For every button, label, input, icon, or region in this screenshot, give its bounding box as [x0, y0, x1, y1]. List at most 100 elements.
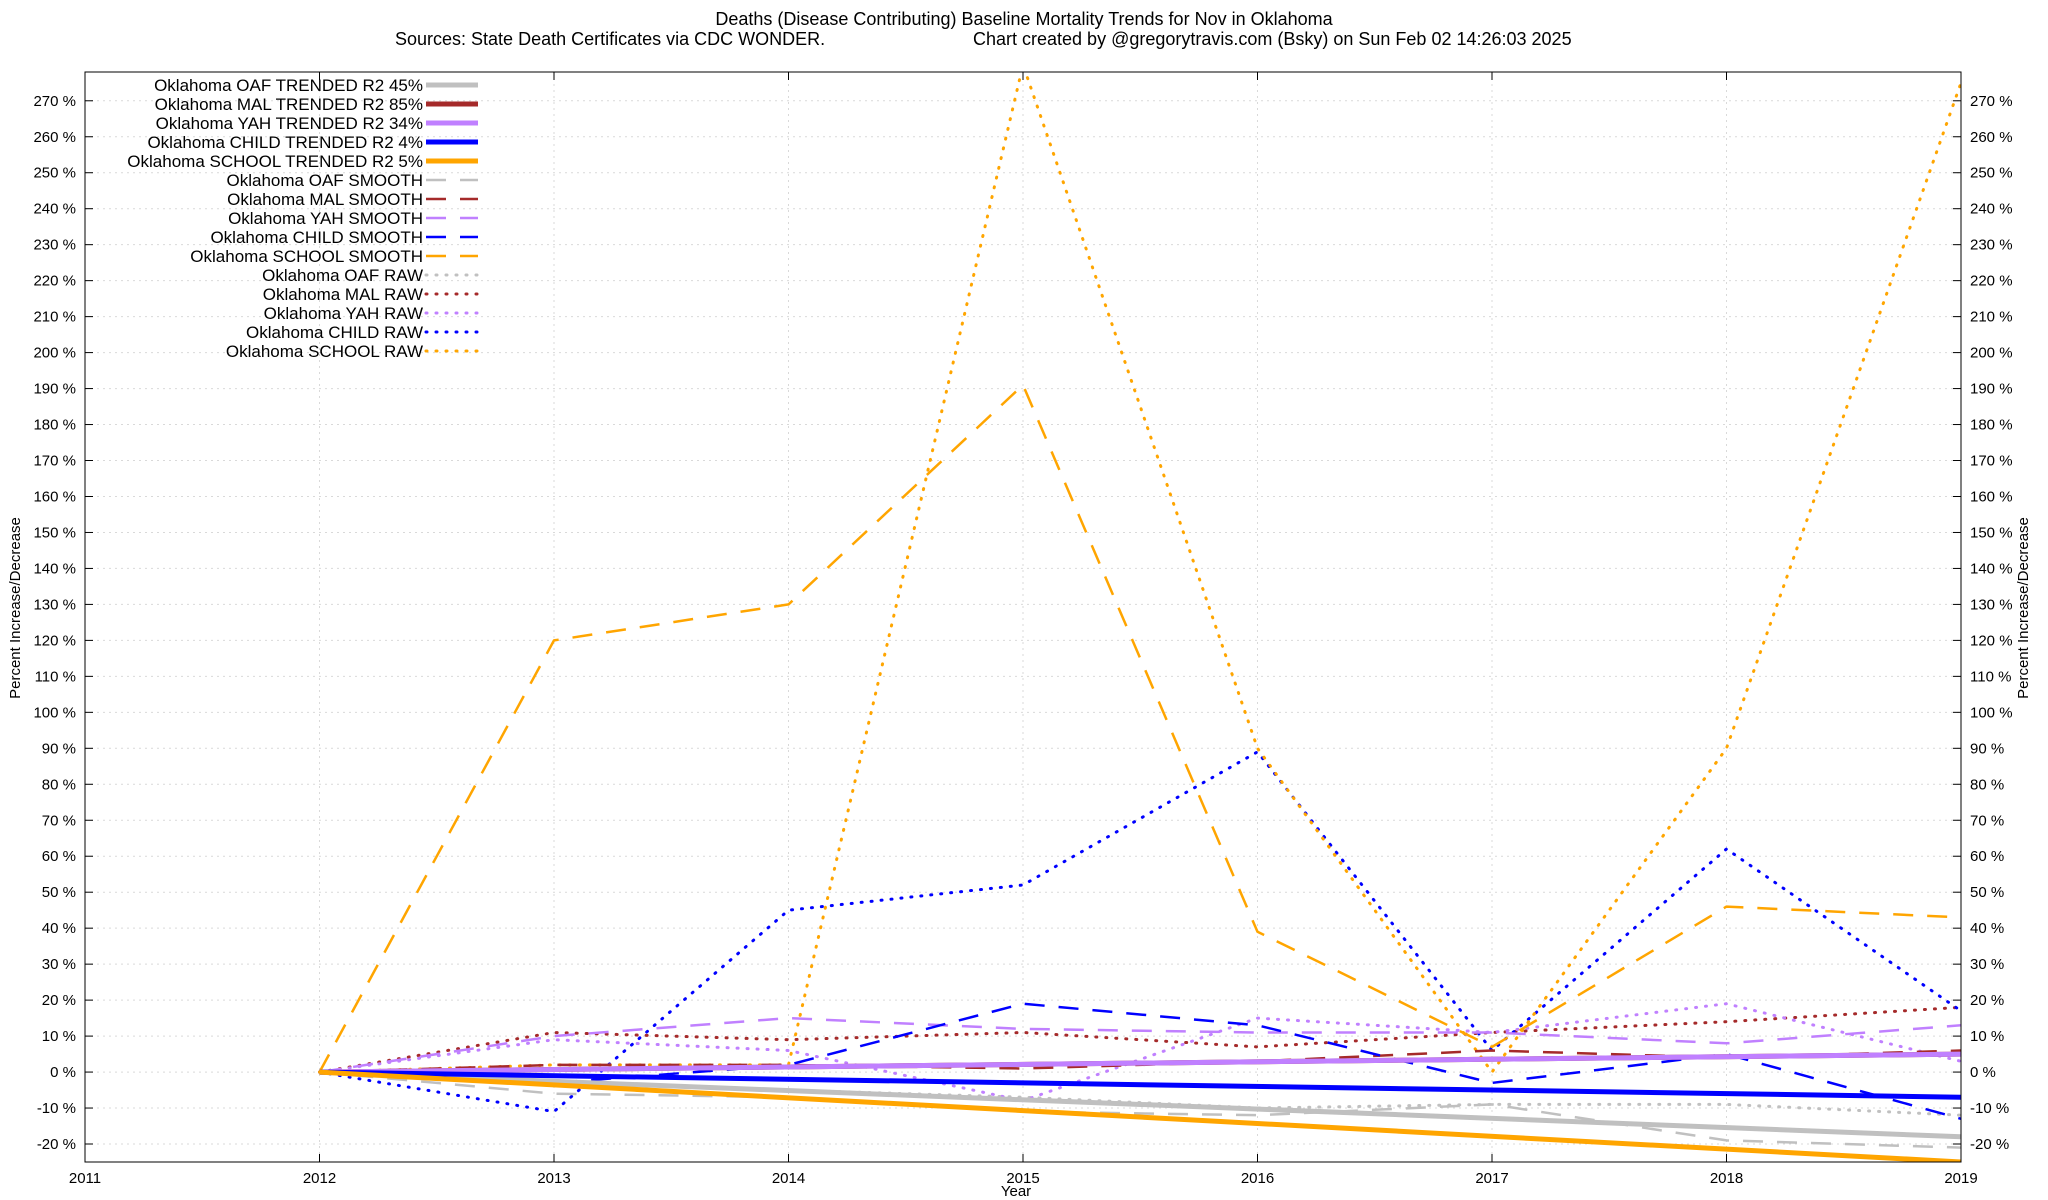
legend: Oklahoma OAF TRENDED R2 45% Oklahoma MAL … [127, 76, 480, 361]
y-tick-label: 90 % [42, 740, 76, 757]
series-yah-smooth-line [319, 1016, 1961, 1074]
y-tick-label-right: 220 % [1970, 273, 2013, 290]
y-tick-label-right: 210 % [1970, 309, 2013, 326]
x-tick-label: 2015 [1006, 1170, 1039, 1187]
legend-label: Oklahoma CHILD TRENDED R2 4% [147, 133, 423, 152]
y-tick-label: 40 % [42, 920, 76, 937]
x-axis-label: Year [1001, 1183, 1031, 1200]
legend-label: Oklahoma MAL SMOOTH [227, 190, 423, 209]
y-axis-label-right: Percent Increase/Decrease [2015, 517, 2032, 699]
y-tick-label-right: 30 % [1970, 956, 2004, 973]
y-tick-label-right: 130 % [1970, 596, 2013, 613]
y-tick-label-right: 270 % [1970, 93, 2013, 110]
x-tick-label: 2012 [303, 1170, 336, 1187]
y-tick-label-right: 110 % [1970, 668, 2011, 685]
legend-label: Oklahoma YAH RAW [264, 304, 423, 323]
x-tick-label: 2017 [1475, 1170, 1508, 1187]
x-tick-label: 2013 [537, 1170, 570, 1187]
y-axis-label-left: Percent Increase/Decrease [7, 517, 24, 699]
chart-subtitle-source: Sources: State Death Certificates via CD… [395, 29, 825, 49]
y-tick-label-right: 230 % [1970, 237, 2013, 254]
y-tick-label-right: 70 % [1970, 812, 2004, 829]
y-tick-label: -20 % [37, 1136, 76, 1153]
y-tick-label: 270 % [33, 93, 76, 110]
y-tick-label: 190 % [33, 381, 76, 398]
y-tick-label: 250 % [33, 165, 76, 182]
y-tick-label-right: 250 % [1970, 165, 2013, 182]
y-tick-label-right: 260 % [1970, 129, 2013, 146]
legend-label: Oklahoma SCHOOL SMOOTH [190, 247, 423, 266]
y-tick-label-right: 240 % [1970, 201, 2013, 218]
chart-title: Deaths (Disease Contributing) Baseline M… [715, 9, 1333, 29]
y-tick-label: 200 % [33, 345, 76, 362]
x-tick-label: 2011 [69, 1170, 101, 1187]
series-school-raw-line [318, 72, 1961, 1074]
series-child-smooth-line [319, 1002, 1961, 1121]
y-tick-label-right: 40 % [1970, 920, 2004, 937]
grid [84, 72, 1962, 1162]
chart-subtitle-credit: Chart created by @gregorytravis.com (Bsk… [973, 29, 1572, 49]
y-tick-label-right: 140 % [1970, 560, 2013, 577]
y-tick-label: 240 % [33, 201, 76, 218]
y-tick-label-right: 190 % [1970, 381, 2013, 398]
legend-label: Oklahoma CHILD RAW [246, 323, 423, 342]
series-oaf-smooth-line [319, 1070, 1961, 1149]
y-tick-label-right: 10 % [1970, 1028, 2004, 1045]
y-tick-label-right: 80 % [1970, 776, 2004, 793]
y-tick-label-right: 0 % [1970, 1064, 1996, 1081]
x-tick-label: 2018 [1710, 1170, 1743, 1187]
y-tick-label: 180 % [33, 417, 76, 434]
plot-series [318, 72, 1961, 1162]
y-tick-label-right: 60 % [1970, 848, 2004, 865]
y-tick-label: 130 % [33, 596, 76, 613]
y-tick-label-right: -20 % [1970, 1136, 2009, 1153]
y-tick-label: 80 % [42, 776, 76, 793]
series-child-trended-line [319, 1069, 1961, 1100]
legend-label: Oklahoma YAH TRENDED R2 34% [156, 114, 423, 133]
x-tick-label: 2016 [1241, 1170, 1274, 1187]
series-group [318, 72, 1961, 1162]
y-tick-label: 120 % [33, 632, 76, 649]
legend-label: Oklahoma SCHOOL TRENDED R2 5% [127, 152, 423, 171]
x-tick-label: 2014 [772, 1170, 805, 1187]
y-tick-label-right: 180 % [1970, 417, 2013, 434]
legend-label: Oklahoma CHILD SMOOTH [210, 228, 423, 247]
legend-label: Oklahoma OAF TRENDED R2 45% [154, 76, 423, 95]
axis-ticks: -20 % -20 % -10 % -10 % 0 % 0 % 10 % 10 % 20 % 20… [33, 72, 2013, 1187]
series-school-trended-line [319, 1069, 1961, 1162]
y-tick-label: 20 % [42, 992, 76, 1009]
y-tick-label-right: 100 % [1970, 704, 2013, 721]
series-yah-raw-line [318, 1002, 1961, 1103]
y-tick-label: 220 % [33, 273, 76, 290]
y-tick-label-right: 200 % [1970, 345, 2013, 362]
legend-label: Oklahoma SCHOOL RAW [226, 342, 423, 361]
series-oaf-trended-line [319, 1069, 1961, 1140]
y-tick-label: 210 % [33, 309, 76, 326]
y-tick-label: -10 % [37, 1100, 76, 1117]
y-tick-label: 10 % [42, 1028, 76, 1045]
y-tick-label-right: 160 % [1970, 488, 2013, 505]
y-tick-label: 160 % [33, 488, 76, 505]
y-tick-label-right: 120 % [1970, 632, 2013, 649]
y-tick-label: 100 % [33, 704, 76, 721]
y-tick-label: 230 % [33, 237, 76, 254]
x-tick-label: 2019 [1944, 1170, 1977, 1187]
y-tick-label: 0 % [50, 1064, 76, 1081]
legend-label: Oklahoma MAL RAW [263, 285, 423, 304]
y-tick-label: 70 % [42, 812, 76, 829]
legend-label: Oklahoma OAF SMOOTH [227, 171, 423, 190]
y-tick-label: 30 % [42, 956, 76, 973]
y-tick-label-right: 50 % [1970, 884, 2004, 901]
y-tick-label-right: -10 % [1970, 1100, 2009, 1117]
y-tick-label-right: 90 % [1970, 740, 2004, 757]
y-tick-label: 110 % [35, 668, 76, 685]
y-tick-label: 140 % [33, 560, 76, 577]
series-yah-trended-line [319, 1051, 1961, 1075]
y-tick-label: 150 % [33, 524, 76, 541]
y-tick-label: 50 % [42, 884, 76, 901]
y-tick-label: 170 % [33, 453, 76, 470]
y-tick-label-right: 170 % [1970, 453, 2013, 470]
y-tick-label-right: 150 % [1970, 524, 2013, 541]
legend-label: Oklahoma YAH SMOOTH [228, 209, 423, 228]
